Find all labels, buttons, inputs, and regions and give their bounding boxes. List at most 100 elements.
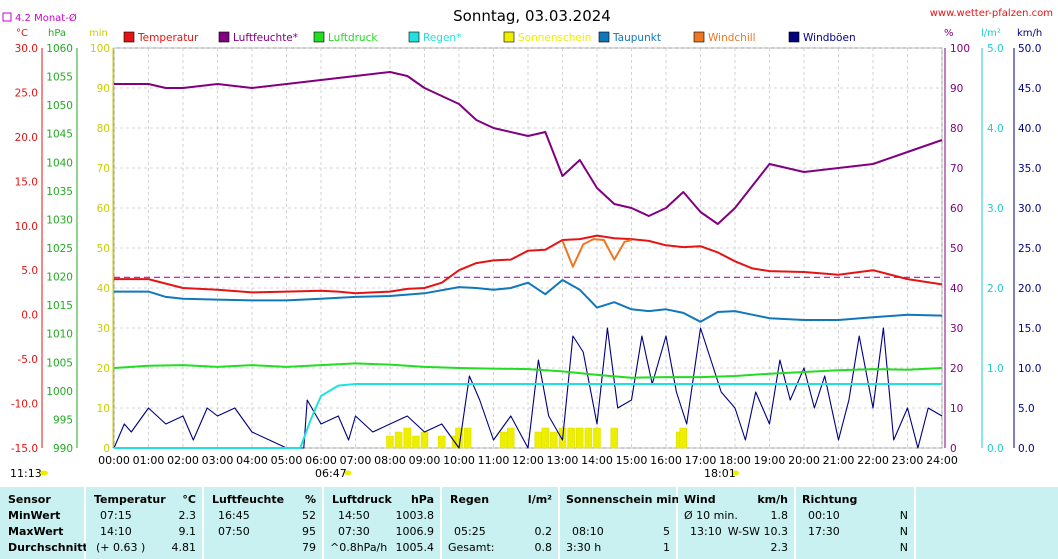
wind-gust-line	[113, 327, 943, 449]
wind-head: Wind	[684, 493, 716, 506]
pressure-trend: ^0.8hPa/h	[330, 541, 388, 554]
sunrise-label: 06:47	[315, 467, 347, 480]
month-avg-label: 4.2 Monat-Ø	[15, 12, 77, 24]
legend-label: Sonnenschein	[518, 32, 591, 44]
col-temperature: Temperatur °C 07:15 2.3 14:10 9.1 (+ 0.6…	[86, 487, 202, 559]
humidity-tick-label: 20	[950, 363, 963, 375]
direction-max-value: N	[899, 525, 908, 538]
x-tick-label: 15:00	[616, 454, 648, 467]
legend-swatch	[313, 31, 325, 43]
legend-swatch	[598, 31, 610, 43]
rain-max-time: 05:25	[454, 525, 486, 538]
temperature-min-value: 2.3	[178, 509, 197, 522]
legend-swatch	[123, 31, 135, 43]
x-tick-label: 20:00	[788, 454, 820, 467]
sunshine-bar	[610, 427, 618, 449]
wind-avg-label: Ø 10 min.	[684, 509, 738, 522]
sunshine-bar	[463, 427, 472, 449]
sun-time-icon	[732, 470, 740, 476]
pressure-min-time: 14:50	[338, 509, 370, 522]
legend-swatch	[788, 31, 800, 43]
x-tick-label: 06:00	[305, 454, 337, 467]
sunshine-tick-label: 20	[97, 363, 110, 375]
legend-label: Regen*	[423, 32, 461, 44]
wind-tick-label: 25.0	[1018, 243, 1041, 255]
temperature-min-time: 07:15	[100, 509, 132, 522]
pressure-tick-label: 1040	[46, 157, 73, 169]
col-pressure: Luftdruck hPa 14:50 1003.8 07:30 1006.9 …	[324, 487, 440, 559]
humidity-unit: %	[304, 493, 316, 506]
sunshine-tick-label: 100	[90, 43, 110, 55]
col-rain: Regen l/m² 05:25 0.2 Gesamt: 0.8	[442, 487, 558, 559]
rain-tick-label: 3.0	[987, 203, 1004, 215]
pressure-avg-value: 1005.4	[395, 541, 435, 554]
humidity-max-value: 95	[302, 525, 316, 538]
col-filler	[916, 487, 1058, 559]
sunshine-bar	[593, 427, 601, 449]
legend-swatch	[218, 31, 230, 43]
sunshine-total: 3:30 h	[566, 541, 602, 554]
windchill-line	[561, 238, 632, 268]
unit-kmh: km/h	[1017, 28, 1042, 39]
temperature-tick-label: 30.0	[15, 43, 38, 55]
wind-avg10-value: 1.8	[770, 509, 789, 522]
wind-tick-label: 50.0	[1018, 43, 1041, 55]
sun-time-icon	[344, 470, 352, 476]
month-avg-icon	[2, 12, 12, 22]
rain-tick-label: 1.0	[987, 363, 1004, 375]
sunshine-max-value: 5	[663, 525, 670, 538]
temperature-head: Temperatur	[94, 493, 166, 506]
rain-head: Regen	[450, 493, 490, 506]
sunshine-bar	[534, 431, 543, 449]
temperature-unit: °C	[182, 493, 196, 506]
humidity-tick-label: 30	[950, 323, 963, 335]
wind-tick-label: 45.0	[1018, 83, 1041, 95]
sunshine-bar	[507, 427, 515, 449]
unit-minutes: min	[89, 28, 108, 39]
wind-tick-label: 15.0	[1018, 323, 1041, 335]
unit-percent: %	[944, 28, 954, 39]
sunset-label: 18:01	[704, 467, 736, 480]
sunshine-bar	[584, 427, 593, 449]
humidity-tick-label: 100	[950, 43, 970, 55]
x-tick-label: 04:00	[236, 454, 268, 467]
sunshine-tick-label: 50	[97, 243, 110, 255]
sensor-row-max: MaxWert	[8, 525, 64, 538]
humidity-tick-label: 0	[950, 443, 957, 455]
sunshine-head: Sonnenschein min	[566, 493, 680, 506]
legend-swatch	[408, 31, 420, 43]
pressure-head: Luftdruck	[332, 493, 392, 506]
wind-avg-value: 2.3	[770, 541, 789, 554]
legend: Temperatur Luftfeuchte* Luftdruck Regen* Son…	[123, 31, 856, 44]
site-url: www.wetter-pfalzen.com	[930, 8, 1053, 19]
sunshine-bar	[386, 435, 394, 449]
grid	[113, 47, 943, 449]
unit-hpa: hPa	[48, 28, 66, 39]
legend-label: Temperatur	[137, 32, 199, 44]
x-tick-label: 11:00	[478, 454, 510, 467]
sunshine-tick-label: 40	[97, 283, 110, 295]
wind-tick-label: 40.0	[1018, 123, 1041, 135]
direction-head: Richtung	[802, 493, 858, 506]
wind-tick-label: 5.0	[1018, 403, 1035, 415]
x-tick-label: 23:00	[892, 454, 924, 467]
sunshine-bar	[403, 427, 411, 449]
legend-label: Windchill	[708, 32, 756, 44]
pressure-tick-label: 990	[53, 443, 73, 455]
temperature-max-value: 9.1	[178, 525, 197, 538]
legend-label: Luftdruck	[328, 32, 378, 44]
humidity-min-time: 16:45	[218, 509, 250, 522]
temperature-tick-label: -10.0	[11, 399, 38, 411]
pressure-tick-label: 1045	[46, 129, 73, 141]
temperature-tick-label: 10.0	[15, 221, 38, 233]
sunshine-bar	[576, 427, 584, 449]
pressure-tick-label: 1000	[46, 386, 73, 398]
sun-marker-icon	[40, 470, 48, 476]
humidity-tick-label: 70	[950, 163, 963, 175]
x-tick-label: 07:00	[340, 454, 372, 467]
wind-tick-label: 20.0	[1018, 283, 1041, 295]
legend-label: Windböen	[803, 32, 856, 44]
pressure-tick-label: 1030	[46, 214, 73, 226]
x-tick-label: 01:00	[133, 454, 165, 467]
x-tick-label: 12:00	[512, 454, 544, 467]
